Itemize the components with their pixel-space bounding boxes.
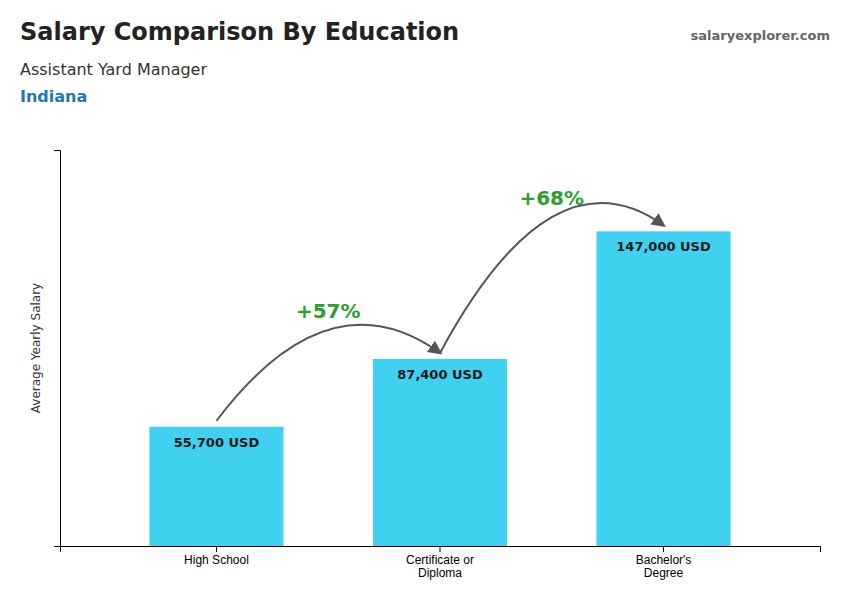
- y-axis-title: Average Yearly Salary: [29, 283, 43, 413]
- x-tick-label: Bachelor'sDegree: [636, 553, 692, 581]
- x-tick-mark: [663, 546, 664, 552]
- bars: [149, 231, 730, 546]
- bar: [149, 427, 283, 546]
- x-tick: High School: [184, 546, 249, 567]
- data-label: 55,700 USD: [174, 435, 260, 450]
- x-tick-mark: [216, 546, 217, 552]
- x-axis: High School Certificate orDiploma Bachelor…: [61, 546, 821, 580]
- x-tick-mark: [440, 546, 441, 552]
- plot: High School Certificate orDiploma Bachelor…: [54, 151, 821, 581]
- y-axis-line: [54, 151, 61, 547]
- arrow: [216, 325, 440, 421]
- data-label: 147,000 USD: [616, 239, 711, 254]
- arrow: [440, 203, 664, 353]
- chart: Salary Comparison By Education Assistant …: [0, 0, 850, 606]
- data-labels: 55,700 USD 87,400 USD 147,000 USD: [174, 239, 711, 449]
- location: Indiana: [20, 87, 87, 106]
- subtitle: Assistant Yard Manager: [20, 60, 207, 79]
- annotation: +68%: [519, 186, 584, 210]
- x-axis-line: [61, 547, 821, 553]
- bar: [373, 359, 507, 546]
- watermark: salaryexplorer.com: [691, 28, 830, 43]
- x-tick: Bachelor'sDegree: [636, 546, 692, 580]
- y-axis: [54, 151, 61, 547]
- x-tick-label: Certificate orDiploma: [406, 553, 474, 581]
- bar: [596, 231, 730, 546]
- annotations: +57% +68%: [216, 186, 663, 421]
- data-label: 87,400 USD: [397, 367, 483, 382]
- title: Salary Comparison By Education: [20, 18, 459, 46]
- x-tick-label: High School: [184, 553, 249, 567]
- x-tick: Certificate orDiploma: [406, 546, 474, 580]
- annotation: +57%: [296, 299, 361, 323]
